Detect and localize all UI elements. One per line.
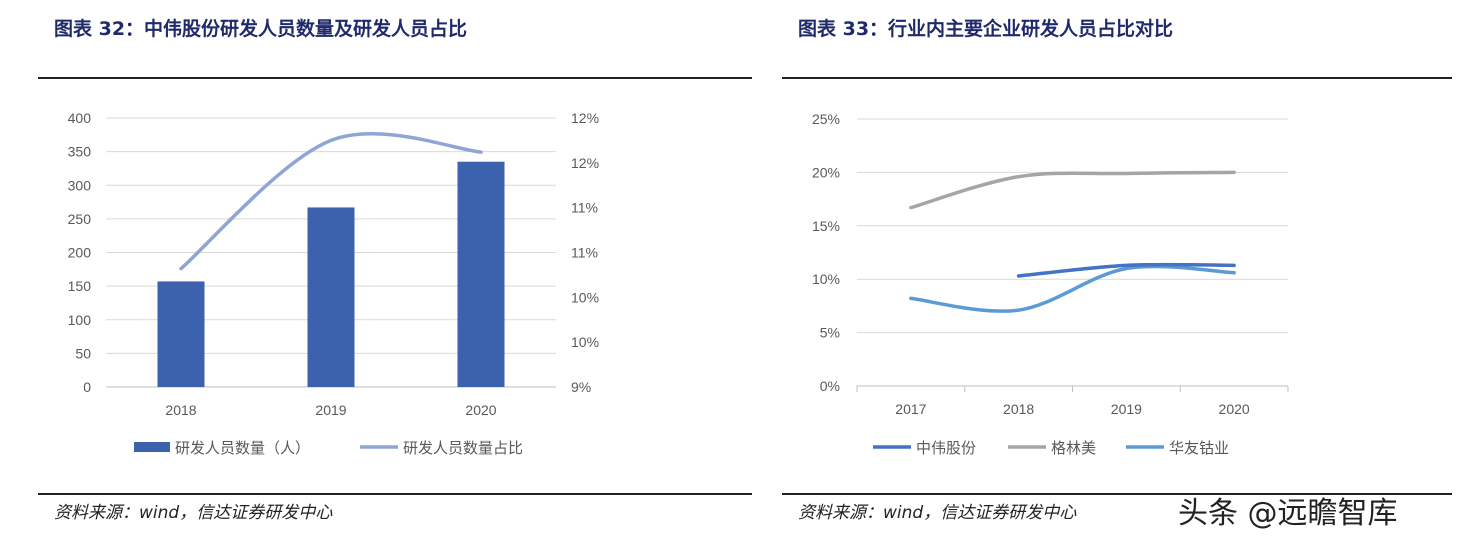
chart32-right-tick-label: 10% bbox=[571, 334, 599, 350]
chart32-top-rule bbox=[38, 77, 752, 79]
chart32-right-tick-label: 10% bbox=[571, 289, 599, 305]
chart32-right-tick-label: 11% bbox=[571, 245, 598, 261]
chart32-left-tick-label: 100 bbox=[68, 312, 92, 328]
chart33-title: 图表 33：行业内主要企业研发人员占比对比 bbox=[798, 18, 1174, 40]
chart33-legend-label: 中伟股份 bbox=[916, 440, 976, 457]
chart33-series-line-2 bbox=[909, 264, 1236, 313]
chart32-left-tick-label: 0 bbox=[83, 379, 91, 395]
chart32-left-tick-label: 50 bbox=[75, 345, 91, 361]
chart32-right-tick-label: 12% bbox=[571, 155, 599, 171]
chart32-left-tick-label: 400 bbox=[68, 110, 92, 126]
chart32-source: 资料来源：wind，信达证券研发中心 bbox=[54, 503, 333, 523]
watermark-text: 头条 @远瞻智库 bbox=[1178, 496, 1398, 531]
chart32-bar bbox=[457, 161, 505, 387]
chart33-bottom-rule bbox=[782, 493, 1452, 495]
chart33-source: 资料来源：wind，信达证券研发中心 bbox=[798, 503, 1077, 523]
chart32-bottom-rule bbox=[38, 493, 752, 495]
chart32-legend-label-bar: 研发人员数量（人） bbox=[175, 440, 310, 457]
chart32-x-tick-label: 2018 bbox=[165, 402, 196, 418]
chart32-right-tick-label: 11% bbox=[571, 200, 598, 216]
chart33-x-tick-label: 2017 bbox=[895, 401, 926, 417]
chart32-bar bbox=[307, 207, 355, 387]
chart32-bar bbox=[157, 281, 205, 387]
chart32-x-tick-label: 2020 bbox=[465, 402, 496, 418]
chart32-left-tick-label: 250 bbox=[68, 211, 92, 227]
chart32-left-tick-label: 150 bbox=[68, 278, 92, 294]
chart32-left-tick-label: 350 bbox=[68, 144, 92, 160]
chart33-legend-label: 格林美 bbox=[1051, 440, 1096, 457]
chart33-x-tick-label: 2019 bbox=[1111, 401, 1142, 417]
chart32-x-tick-label: 2019 bbox=[315, 402, 346, 418]
chart33-y-tick-label: 25% bbox=[812, 111, 840, 127]
chart33-y-tick-label: 15% bbox=[812, 218, 840, 234]
chart33-y-tick-label: 5% bbox=[820, 325, 840, 341]
chart32-left-tick-label: 300 bbox=[68, 177, 92, 193]
chart33-series-line-0 bbox=[1016, 262, 1236, 278]
chart32-legend-swatch-bar bbox=[134, 442, 170, 452]
chart33-y-tick-label: 20% bbox=[812, 164, 840, 180]
chart33-top-rule bbox=[782, 77, 1452, 79]
chart32-right-tick-label: 9% bbox=[571, 379, 591, 395]
chart33-series-line-1 bbox=[909, 170, 1236, 210]
chart32-ratio-line bbox=[179, 132, 483, 271]
chart33-y-tick-label: 10% bbox=[812, 271, 840, 287]
chart33-x-tick-label: 2020 bbox=[1219, 401, 1250, 417]
chart33-legend-label: 华友钴业 bbox=[1169, 440, 1229, 457]
chart32-title: 图表 32：中伟股份研发人员数量及研发人员占比 bbox=[54, 18, 468, 40]
chart32-legend-label-line: 研发人员数量占比 bbox=[403, 440, 523, 457]
chart33-y-tick-label: 0% bbox=[820, 378, 840, 394]
chart32-left-tick-label: 200 bbox=[68, 245, 92, 261]
chart33-x-tick-label: 2018 bbox=[1003, 401, 1034, 417]
chart32-right-tick-label: 12% bbox=[571, 110, 599, 126]
